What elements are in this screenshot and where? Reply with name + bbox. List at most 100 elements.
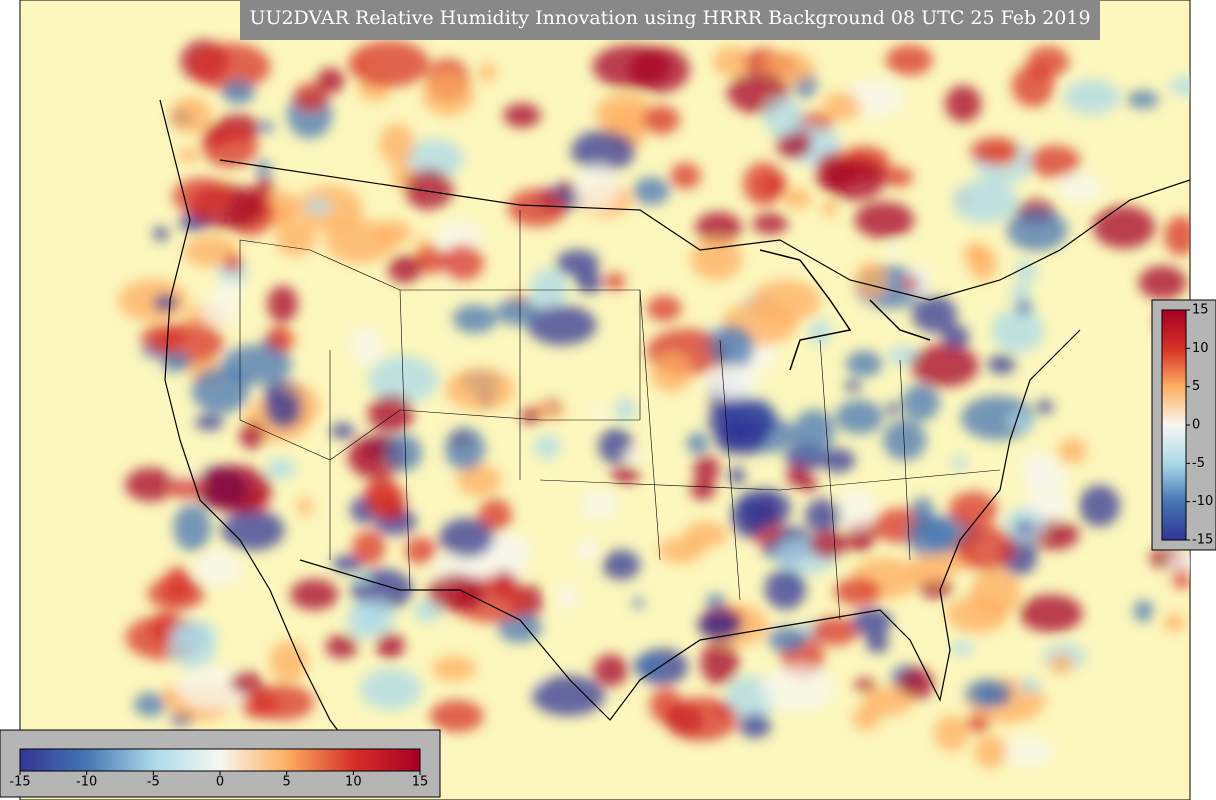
field-blob [883, 419, 927, 461]
field-blob [275, 220, 317, 257]
field-blob [427, 573, 486, 612]
field-blob [646, 295, 682, 322]
colorbar-tick-label: 10 [345, 775, 362, 790]
field-blob [191, 367, 250, 414]
field-blob [690, 237, 743, 281]
horizontal-colorbar [19, 748, 421, 772]
field-blob [822, 199, 838, 218]
field-blob [836, 487, 877, 530]
field-blob [686, 432, 709, 455]
state-grid-lines [329, 210, 1001, 621]
field-blob [439, 517, 495, 558]
field-blob [910, 344, 979, 388]
field-blob [478, 498, 512, 532]
field-blob [902, 276, 918, 291]
colorbar-tick-label: 0 [1192, 418, 1200, 433]
field-blob [250, 684, 314, 721]
field-blob [1163, 612, 1186, 633]
colorbar-tick-label: 10 [1192, 341, 1209, 356]
field-blob [885, 44, 933, 76]
field-blob [348, 40, 430, 88]
field-blob [824, 158, 886, 201]
field-blob [991, 308, 1044, 353]
field-blob [264, 390, 302, 429]
field-blob [169, 97, 213, 134]
field-blob [508, 188, 567, 227]
field-blob [296, 497, 313, 516]
colorbar-tick-label: -5 [1192, 456, 1205, 471]
field-blob [690, 479, 716, 501]
field-blob [452, 304, 498, 334]
map-title: UU2DVAR Relative Humidity Innovation usi… [249, 7, 1090, 29]
field-blob [316, 67, 345, 94]
colorbar-tick-label: 0 [216, 775, 224, 790]
field-blob [700, 639, 739, 685]
field-blob [1015, 260, 1038, 283]
field-blob [575, 539, 601, 562]
field-blob [760, 174, 788, 197]
vertical-colorbar-ticks: -15 -10 -5 0 5 10 15 [1186, 303, 1213, 548]
horizontal-colorbar-ticks: -15 -10 -5 0 5 10 15 [9, 771, 428, 790]
field-blob [258, 120, 275, 133]
field-blob [966, 714, 990, 733]
field-blob [632, 654, 668, 675]
field-blob [767, 626, 807, 653]
field-blob [611, 466, 640, 484]
field-blob [854, 201, 915, 239]
field-blob [375, 632, 405, 659]
field-blob [846, 79, 906, 117]
field-blob [1063, 79, 1121, 115]
field-blob [221, 79, 256, 105]
field-blob [1057, 438, 1088, 465]
state-grid-west [239, 239, 641, 461]
field-blob [574, 164, 620, 210]
field-blob [332, 555, 364, 573]
field-blob [531, 675, 605, 717]
title-box [240, 0, 1100, 40]
field-blob [571, 129, 636, 172]
field-blob [1036, 399, 1054, 414]
field-blob [153, 226, 169, 242]
field-blob [580, 489, 618, 520]
field-blob [442, 244, 484, 281]
field-blob [133, 692, 167, 717]
field-blob [697, 611, 742, 640]
field-blob [979, 684, 998, 707]
field-blob [178, 147, 199, 163]
field-blob [414, 246, 449, 274]
field-blob [168, 628, 217, 669]
field-blob [194, 550, 242, 587]
field-blob [444, 427, 486, 471]
field-blob [1138, 265, 1187, 300]
field-blob [684, 521, 728, 549]
field-blob [593, 654, 629, 687]
field-blob [911, 497, 934, 523]
field-blob [386, 434, 422, 472]
colorbar-tick-label: -10 [1192, 494, 1213, 509]
field-blob [557, 585, 578, 611]
field-blob [738, 713, 772, 739]
field-blob [213, 281, 245, 300]
state-lines [239, 210, 1001, 621]
field-blob [422, 72, 474, 116]
innovation-field [118, 40, 1190, 773]
field-blob [293, 82, 329, 112]
colorbar-tick-label: 15 [1192, 303, 1209, 318]
colorbar-tick-label: -5 [147, 775, 160, 790]
field-blob [650, 353, 692, 393]
field-blob [821, 448, 856, 473]
field-blob [801, 476, 818, 492]
field-blob [948, 491, 998, 528]
field-blob [642, 105, 680, 135]
field-blob [125, 467, 176, 502]
field-blob [153, 294, 178, 312]
field-blob [956, 525, 1016, 571]
field-blob [349, 327, 383, 366]
field-blob [375, 219, 412, 246]
field-blob [695, 211, 742, 244]
field-blob [163, 566, 193, 603]
field-blob [811, 616, 859, 646]
field-blob [495, 297, 540, 326]
